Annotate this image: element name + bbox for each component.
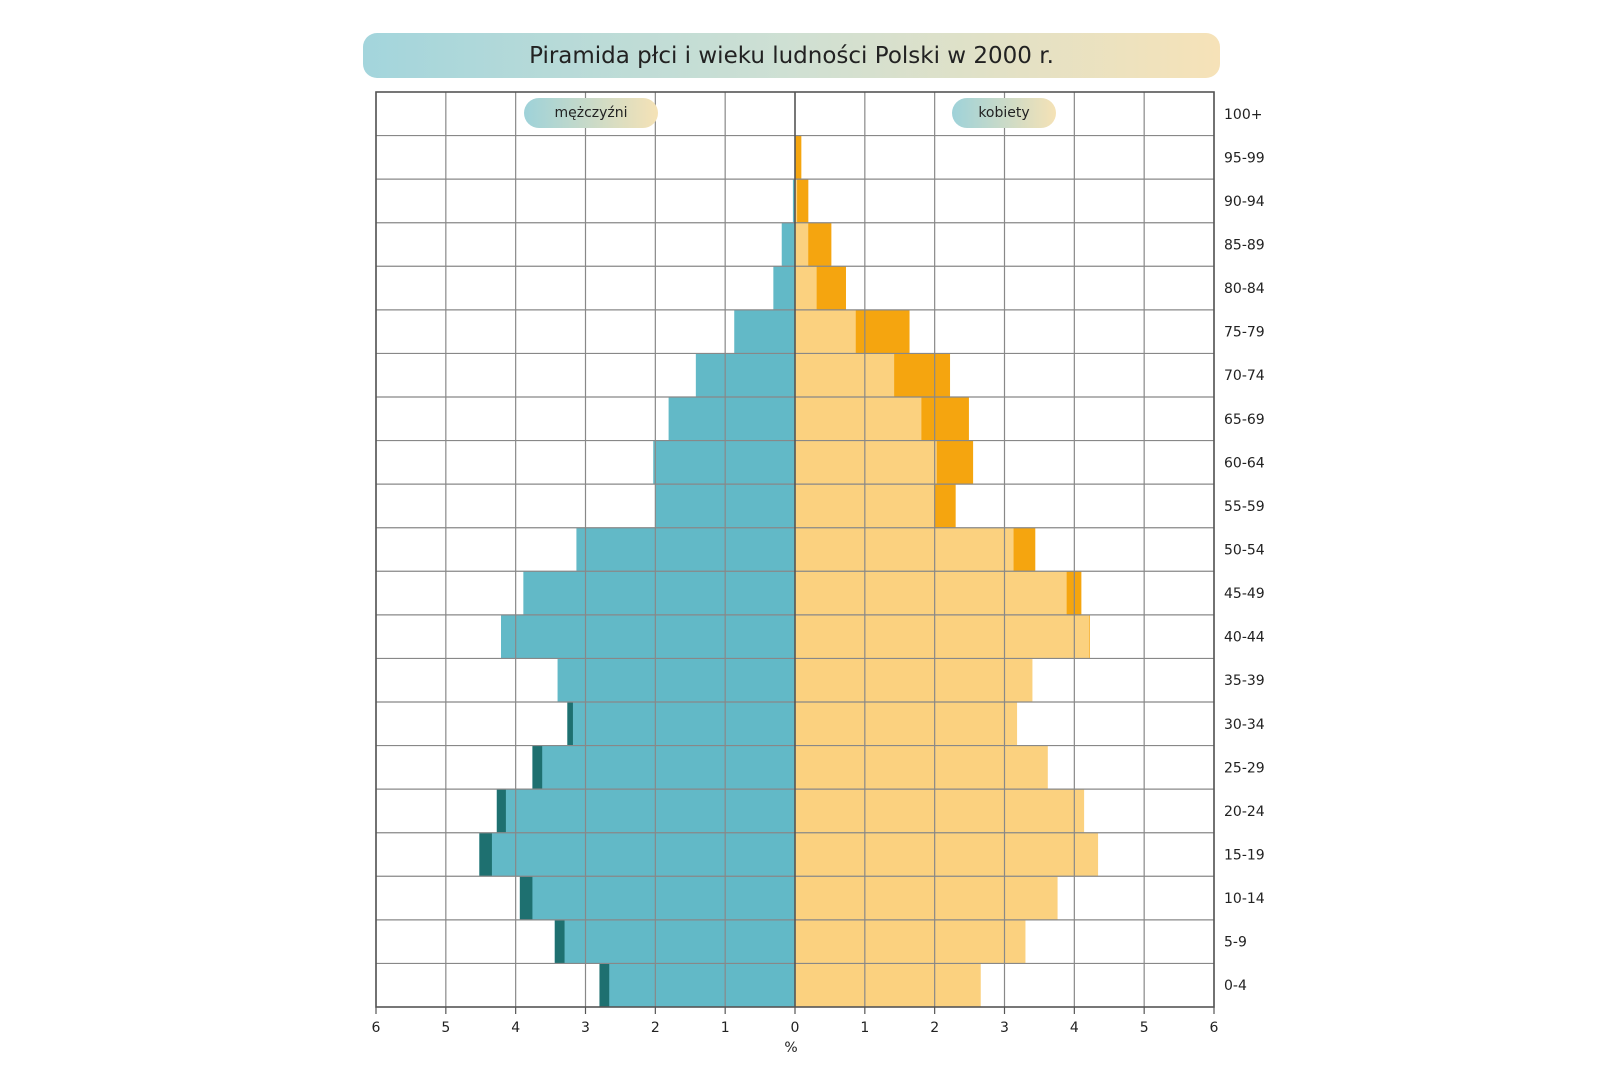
age-label: 75-79	[1224, 325, 1265, 341]
bar-men-20-24	[496, 789, 795, 833]
bar-men-40-44	[501, 614, 795, 659]
x-tick-label: 5	[1140, 1020, 1149, 1036]
excess-men-0-4	[599, 963, 610, 1007]
chart-title: Piramida płci i wieku ludności Polski w …	[363, 33, 1220, 78]
excess-women-80-84	[816, 266, 846, 310]
x-axis-unit-label: %	[784, 1040, 798, 1056]
age-group-labels: 100+ 95-99 90-94 85-89 80-84 75-79 70-74 65-69 6…	[1224, 107, 1265, 994]
x-tick-label: 6	[1210, 1020, 1219, 1036]
x-tick-label: 5	[441, 1020, 450, 1036]
excess-women-75-79	[855, 309, 910, 354]
bar-women-0-4	[795, 963, 981, 1007]
bar-women-15-19	[795, 832, 1099, 877]
bar-men-5-9	[554, 919, 795, 964]
age-label: 30-34	[1224, 717, 1265, 733]
bar-men-60-64	[653, 440, 795, 485]
excess-men-25-29	[532, 745, 543, 790]
excess-men-10-14	[519, 876, 533, 920]
bar-men-0-4	[599, 963, 795, 1007]
excess-women-85-89	[808, 222, 832, 267]
bar-men-90-94	[792, 179, 795, 223]
age-label: 45-49	[1224, 586, 1265, 602]
age-label: 95-99	[1224, 150, 1265, 166]
x-tick-label: 2	[651, 1020, 660, 1036]
age-label: 65-69	[1224, 412, 1265, 428]
bar-men-25-29	[532, 745, 795, 790]
excess-men-15-19	[479, 832, 492, 877]
excess-women-95-99	[795, 135, 802, 180]
bar-women-40-44	[795, 614, 1090, 659]
x-tick-label: 0	[791, 1020, 800, 1036]
excess-men-5-9	[554, 919, 565, 964]
x-tick-label: 1	[721, 1020, 730, 1036]
bar-women-25-29	[795, 745, 1048, 790]
excess-men-20-24	[496, 789, 506, 833]
x-tick-label: 1	[860, 1020, 869, 1036]
excess-women-70-74	[894, 353, 951, 397]
age-label: 5-9	[1224, 935, 1247, 951]
age-label: 20-24	[1224, 804, 1265, 820]
bar-men-50-54	[576, 527, 795, 572]
age-label: 35-39	[1224, 673, 1265, 689]
age-label: 25-29	[1224, 760, 1265, 776]
excess-men-30-34	[567, 702, 573, 746]
age-label: 55-59	[1224, 499, 1265, 515]
grid-layer	[375, 91, 1215, 1014]
plot-frame	[375, 91, 1215, 1008]
bar-men-35-39	[557, 658, 795, 702]
excess-women-40-44	[1088, 614, 1090, 659]
bar-women-5-9	[795, 919, 1026, 964]
age-label: 60-64	[1224, 455, 1265, 471]
x-tick-label: 6	[372, 1020, 381, 1036]
bar-men-80-84	[773, 266, 795, 310]
bar-women-35-39	[795, 658, 1033, 702]
excess-women-65-69	[921, 397, 969, 441]
bar-men-75-79	[734, 309, 795, 354]
x-tick-label: 4	[511, 1020, 520, 1036]
bar-women-10-14	[795, 876, 1058, 920]
bar-men-15-19	[479, 832, 795, 877]
x-tick-labels: 6 5 4 3 2 1 0 1 2 3 4 5 6	[372, 1020, 1219, 1036]
age-label: 100+	[1224, 107, 1262, 123]
age-label: 10-14	[1224, 891, 1265, 907]
x-tick-label: 2	[930, 1020, 939, 1036]
x-tick-label: 3	[581, 1020, 590, 1036]
bar-women-55-59	[795, 484, 956, 528]
bar-women-20-24	[795, 789, 1085, 833]
age-label: 70-74	[1224, 368, 1265, 384]
bar-men-65-69	[668, 397, 795, 441]
age-label: 0-4	[1224, 978, 1247, 994]
legend-women: kobiety	[952, 98, 1056, 128]
bar-men-70-74	[695, 353, 795, 397]
legend-men: mężczyźni	[524, 98, 658, 128]
bar-men-85-89	[781, 222, 795, 267]
excess-women-60-64	[936, 440, 974, 485]
bars-layer	[479, 135, 1099, 1007]
excess-women-90-94	[797, 179, 809, 223]
bar-men-10-14	[519, 876, 795, 920]
x-tick-label: 3	[1000, 1020, 1009, 1036]
age-label: 90-94	[1224, 194, 1265, 210]
age-label: 85-89	[1224, 238, 1265, 254]
age-label: 80-84	[1224, 281, 1265, 297]
bar-women-30-34	[795, 702, 1018, 746]
age-label: 15-19	[1224, 848, 1265, 864]
excess-women-50-54	[1013, 527, 1036, 572]
bar-men-45-49	[523, 571, 795, 615]
age-label: 50-54	[1224, 543, 1265, 559]
excess-women-55-59	[934, 484, 956, 528]
bar-men-30-34	[567, 702, 795, 746]
age-label: 40-44	[1224, 630, 1265, 646]
bar-women-45-49	[795, 571, 1082, 615]
x-tick-label: 4	[1070, 1020, 1079, 1036]
bar-women-50-54	[795, 527, 1036, 572]
